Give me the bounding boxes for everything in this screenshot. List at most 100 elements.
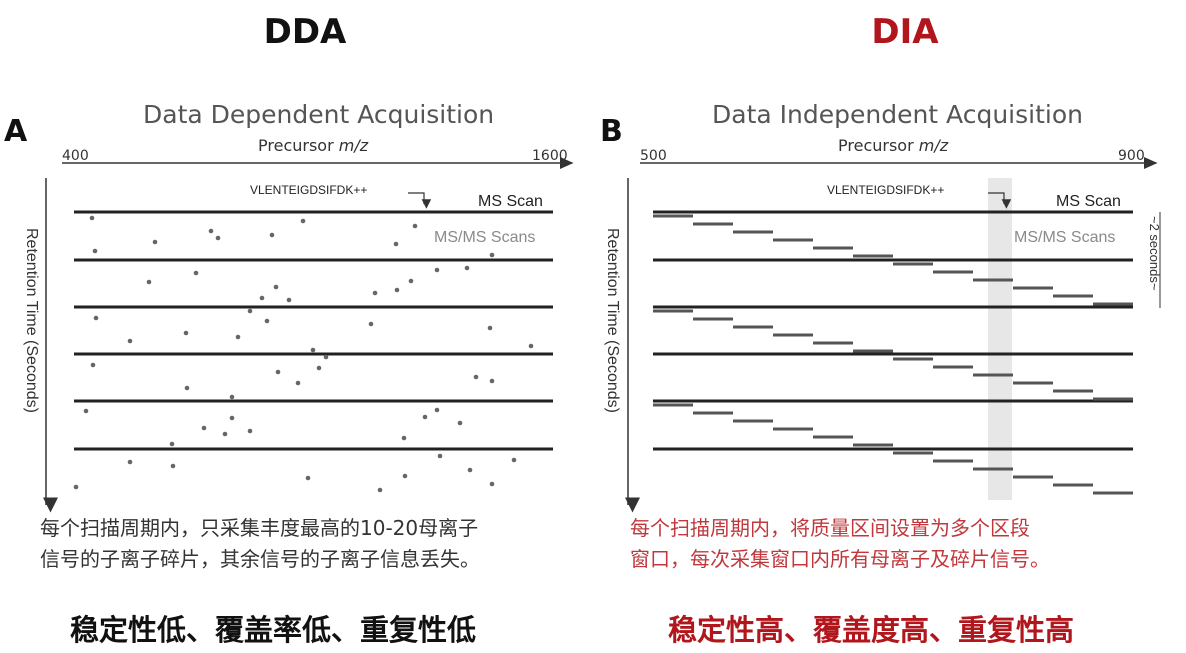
- msms-dot: [201, 425, 207, 431]
- msms-dot: [457, 420, 463, 426]
- msms-dot: [300, 218, 306, 224]
- panel-b-isolation-window-band: [988, 178, 1012, 500]
- msms-dot: [183, 330, 189, 336]
- msms-dot: [323, 354, 329, 360]
- msms-dot: [170, 463, 176, 469]
- panel-a-y-axis-label: Retention Time (Seconds): [23, 228, 40, 413]
- msms-window-staircase: [653, 403, 1133, 495]
- panel-b-letter: B: [600, 114, 623, 149]
- msms-dot: [264, 318, 270, 324]
- panel-a-msms-dots: [73, 215, 534, 493]
- msms-dot: [152, 239, 158, 245]
- panel-a-peptide-arrow: [408, 192, 432, 209]
- panel-b-ms-scan-label: MS Scan: [1056, 193, 1121, 210]
- dda-description-line2: 信号的子离子碎片，其余信号的子离子信息丢失。: [40, 547, 480, 571]
- msms-dot: [489, 252, 495, 258]
- msms-dot: [422, 414, 428, 420]
- msms-dot: [368, 321, 374, 327]
- dia-title: DIA: [871, 12, 939, 52]
- msms-dot: [394, 287, 400, 293]
- panel-a-ms-scan-lines: [74, 210, 553, 451]
- msms-dot: [528, 343, 534, 349]
- msms-dot: [89, 215, 95, 221]
- panel-b-peptide-label: VLENTEIGDSIFDK++: [827, 183, 944, 197]
- msms-dot: [127, 338, 133, 344]
- msms-dot: [489, 378, 495, 384]
- dda-description: 每个扫描周期内，只采集丰度最高的10-20母离子 信号的子离子碎片，其余信号的子…: [40, 513, 480, 575]
- msms-dot: [222, 431, 228, 437]
- panel-a-ms-scan-label: MS Scan: [478, 193, 543, 210]
- dia-summary: 稳定性高、覆盖度高、重复性高: [668, 613, 1075, 647]
- msms-dot: [434, 407, 440, 413]
- msms-dot: [83, 408, 89, 414]
- msms-window-staircase: [653, 214, 1133, 306]
- panel-a-msms-label: MS/MS Scans: [434, 229, 535, 246]
- panel-a-peptide-label: VLENTEIGDSIFDK++: [250, 183, 367, 197]
- panel-a-x-min: 400: [62, 148, 89, 164]
- msms-dot: [273, 284, 279, 290]
- msms-dot: [90, 362, 96, 368]
- msms-dot: [92, 248, 98, 254]
- msms-dot: [275, 369, 281, 375]
- msms-dot: [247, 428, 253, 434]
- msms-dot: [269, 232, 275, 238]
- msms-dot: [93, 315, 99, 321]
- msms-dot: [146, 279, 152, 285]
- panel-b-heading: Data Independent Acquisition: [712, 100, 1083, 129]
- msms-dot: [487, 325, 493, 331]
- panel-a-x-max: 1600: [532, 148, 568, 164]
- msms-window-staircase: [653, 309, 1133, 401]
- msms-dot: [434, 267, 440, 273]
- msms-dot: [247, 308, 253, 314]
- msms-dot: [229, 415, 235, 421]
- panel-b-x-axis-label: Precursor m/z: [838, 136, 948, 155]
- panel-a-x-axis-text: Precursor m/z: [258, 136, 369, 155]
- msms-dot: [215, 235, 221, 241]
- panel-b-y-axis-label: Retention Time (Seconds): [604, 228, 621, 413]
- msms-dot: [511, 457, 517, 463]
- panel-a-x-axis-label: Precursor m/z: [258, 136, 368, 155]
- msms-dot: [467, 467, 473, 473]
- msms-dot: [402, 473, 408, 479]
- msms-dot: [377, 487, 383, 493]
- msms-dot: [310, 347, 316, 353]
- msms-dot: [305, 475, 311, 481]
- msms-dot: [169, 441, 175, 447]
- msms-dot: [184, 385, 190, 391]
- panel-b-x-axis-text: Precursor m/z: [838, 136, 949, 155]
- panel-a-letter: A: [4, 114, 28, 149]
- msms-dot: [193, 270, 199, 276]
- panel-b-msms-windows: [653, 214, 1133, 495]
- msms-dot: [235, 334, 241, 340]
- dda-summary: 稳定性低、覆盖率低、重复性低: [70, 613, 477, 647]
- panel-a-heading: Data Dependent Acquisition: [143, 100, 495, 129]
- dia-description-line1: 每个扫描周期内，将质量区间设置为多个区段: [630, 516, 1030, 540]
- msms-dot: [437, 453, 443, 459]
- panel-b-msms-label: MS/MS Scans: [1014, 229, 1115, 246]
- panel-b-cycle-label: ~2 seconds~: [1147, 216, 1162, 291]
- msms-dot: [401, 435, 407, 441]
- panel-b-x-max: 900: [1118, 148, 1145, 164]
- dia-description: 每个扫描周期内，将质量区间设置为多个区段 窗口，每次采集窗口内所有母离子及碎片信…: [630, 513, 1050, 575]
- msms-dot: [316, 365, 322, 371]
- dda-description-line1: 每个扫描周期内，只采集丰度最高的10-20母离子: [40, 516, 479, 540]
- msms-dot: [286, 297, 292, 303]
- msms-dot: [489, 481, 495, 487]
- msms-dot: [208, 228, 214, 234]
- msms-dot: [73, 484, 79, 490]
- msms-dot: [259, 295, 265, 301]
- msms-dot: [127, 459, 133, 465]
- msms-dot: [473, 374, 479, 380]
- msms-dot: [229, 394, 235, 400]
- msms-dot: [464, 265, 470, 271]
- dia-description-line2: 窗口，每次采集窗口内所有母离子及碎片信号。: [630, 547, 1050, 571]
- msms-dot: [408, 278, 414, 284]
- dda-title: DDA: [263, 12, 347, 52]
- msms-dot: [412, 223, 418, 229]
- panel-b-peptide-arrow: [988, 192, 1012, 209]
- msms-dot: [295, 380, 301, 386]
- msms-dot: [393, 241, 399, 247]
- msms-dot: [372, 290, 378, 296]
- panel-b-x-min: 500: [640, 148, 667, 164]
